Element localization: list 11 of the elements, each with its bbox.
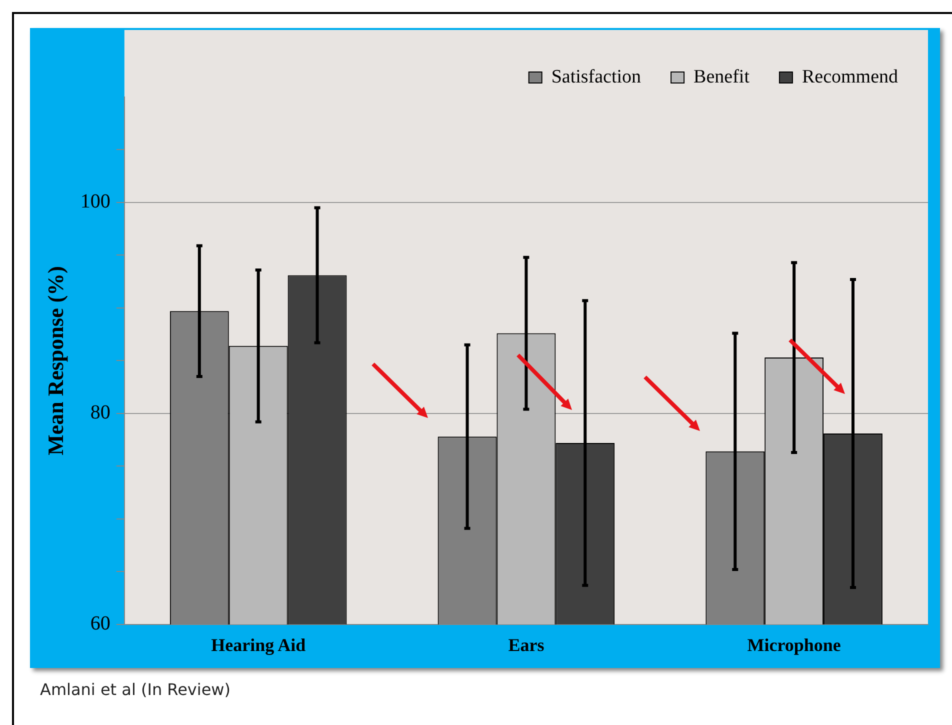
y-axis-title: Mean Response (%) bbox=[42, 266, 68, 456]
legend-label: Benefit bbox=[694, 66, 750, 88]
x-tick-label: Microphone bbox=[747, 634, 841, 655]
y-tick-label: 100 bbox=[80, 190, 110, 213]
y-tick-label: 60 bbox=[90, 612, 110, 635]
legend-label: Recommend bbox=[802, 66, 898, 88]
text: Amlani et al (In Review) bbox=[40, 680, 231, 699]
x-tick-label: Hearing Aid bbox=[211, 634, 306, 655]
x-tick-label: Ears bbox=[508, 634, 544, 655]
legend-label: Satisfaction bbox=[551, 66, 642, 88]
y-tick-label: 80 bbox=[90, 402, 110, 424]
